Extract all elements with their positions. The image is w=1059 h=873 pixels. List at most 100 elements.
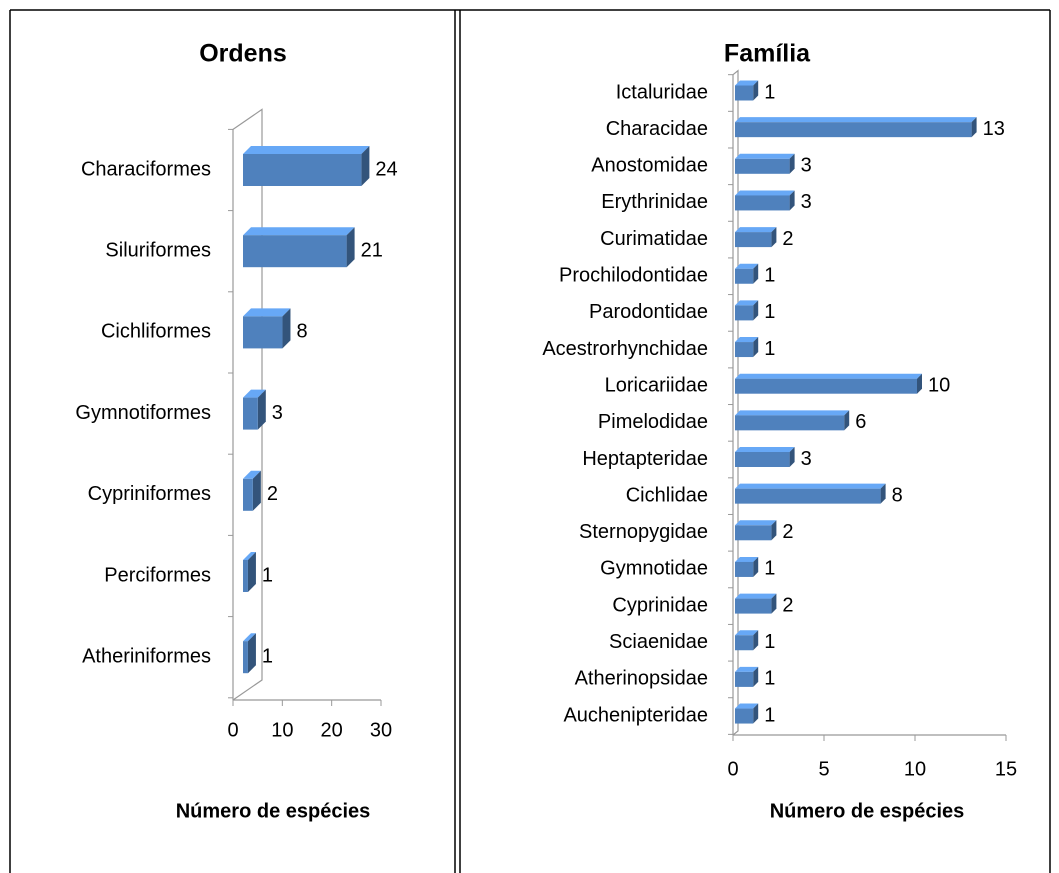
data-label: 1 [764, 631, 775, 653]
category-label: Sciaenidae [609, 631, 708, 653]
bar [735, 415, 845, 431]
bar-top [243, 633, 256, 642]
data-label: 1 [764, 558, 775, 580]
bar-side [880, 483, 886, 504]
bar-side [771, 227, 777, 248]
bar [735, 671, 754, 687]
bar [735, 195, 790, 211]
bar [243, 316, 283, 349]
x-axis-label: Número de espécies [176, 800, 371, 822]
bar-side [247, 633, 256, 674]
bar-side [971, 117, 977, 138]
bar [735, 488, 881, 504]
data-label: 1 [764, 81, 775, 103]
data-label: 2 [782, 228, 793, 250]
data-label: 1 [262, 645, 273, 667]
data-label: 1 [262, 564, 273, 586]
bar-top [735, 373, 922, 379]
chart-title: Ordens [199, 40, 287, 68]
data-label: 1 [764, 704, 775, 726]
category-label: Atherinopsidae [575, 668, 708, 690]
x-tick-label: 15 [995, 758, 1017, 780]
category-label: Pimelodidae [598, 411, 708, 433]
data-label: 8 [296, 321, 307, 343]
bar [735, 85, 754, 101]
bar-side [789, 153, 795, 174]
bar [735, 708, 754, 724]
bar [735, 268, 754, 284]
category-label: Characidae [606, 118, 708, 140]
category-label: Sternopygidae [579, 521, 708, 543]
data-label: 3 [801, 155, 812, 177]
category-label: Parodontidae [589, 301, 708, 323]
bar-side [771, 520, 777, 541]
back-wall [732, 69, 739, 736]
category-label: Prochilodontidae [559, 265, 708, 287]
data-label: 3 [801, 448, 812, 470]
bar [735, 158, 790, 174]
bar-side [789, 190, 795, 211]
bar [243, 560, 248, 592]
category-label: Heptapteridae [582, 448, 708, 470]
bar-side [844, 410, 850, 431]
bar-top [735, 80, 759, 86]
bar-top [735, 117, 977, 123]
bar-top [735, 300, 759, 306]
bar-top [735, 520, 777, 526]
bar [735, 598, 772, 614]
category-label: Auchenipteridae [563, 704, 708, 726]
bar [735, 122, 972, 138]
category-label: Cyprinidae [612, 594, 708, 616]
bar [735, 305, 754, 321]
bar-side [282, 308, 291, 349]
bar-side [753, 703, 759, 724]
bar-side [346, 227, 355, 268]
category-label: Gymnotiformes [75, 402, 211, 424]
data-label: 2 [782, 594, 793, 616]
bar-side [753, 666, 759, 687]
data-label: 6 [855, 411, 866, 433]
data-label: 2 [782, 521, 793, 543]
frame [9, 9, 1051, 873]
category-label: Erythrinidae [601, 191, 708, 213]
bar-side [257, 389, 266, 430]
bar-top [735, 483, 886, 489]
category-label: Acestrorhynchidae [542, 338, 708, 360]
chart-title: Família [724, 40, 811, 68]
category-label: Cichliformes [101, 321, 211, 343]
x-tick-label: 10 [271, 719, 293, 741]
category-label: Curimatidae [600, 228, 708, 250]
bar [735, 342, 754, 358]
bar-top [735, 410, 850, 416]
bar-top [735, 556, 759, 562]
bar-top [735, 227, 777, 233]
x-tick-label: 20 [321, 719, 343, 741]
category-label: Loricariidae [605, 374, 708, 396]
bar-top [243, 146, 370, 154]
category-label: Atheriniformes [82, 645, 211, 667]
category-label: Characiformes [81, 158, 211, 180]
bar-top [243, 470, 261, 479]
bar-top [735, 666, 759, 672]
bar [243, 478, 253, 511]
bar-side [753, 300, 759, 321]
bar-top [243, 552, 256, 560]
bar [243, 397, 258, 430]
bar-top [243, 308, 291, 317]
category-label: Gymnotidae [600, 558, 708, 580]
bar-top [735, 630, 759, 636]
bar-side [753, 80, 759, 101]
bar-top [735, 337, 759, 343]
bar-top [243, 227, 355, 236]
bar [735, 525, 772, 541]
category-label: Cypriniformes [88, 483, 211, 505]
bar [735, 452, 790, 467]
bar-top [735, 593, 777, 599]
bar-side [789, 447, 795, 467]
x-tick-label: 5 [818, 758, 829, 780]
data-label: 24 [375, 158, 397, 180]
bar-side [753, 556, 759, 577]
x-tick-label: 10 [904, 758, 926, 780]
